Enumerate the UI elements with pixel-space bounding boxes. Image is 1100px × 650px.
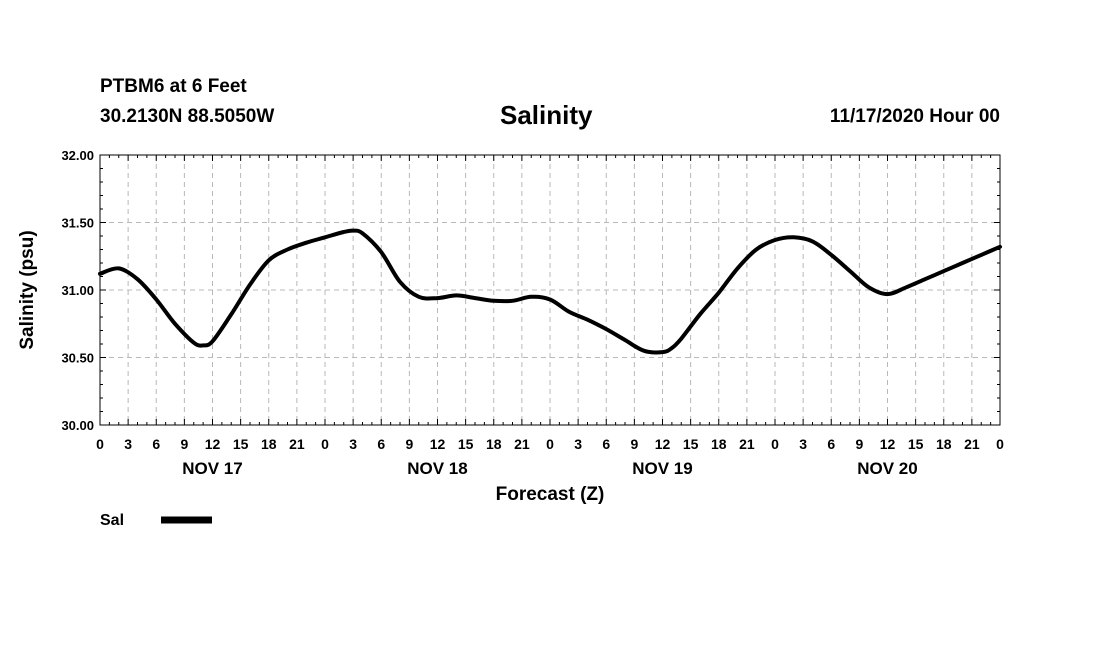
- x-tick-label: 0: [96, 436, 104, 452]
- x-tick-label: 6: [827, 436, 835, 452]
- x-tick-label: 9: [855, 436, 863, 452]
- x-tick-label: 3: [349, 436, 357, 452]
- chart-title: Salinity: [500, 100, 593, 130]
- x-tick-label: 0: [321, 436, 329, 452]
- x-tick-label: 0: [996, 436, 1004, 452]
- series-line-sal: [98, 228, 1002, 355]
- station-title: PTBM6 at 6 Feet: [100, 76, 247, 97]
- y-axis-title: Salinity (psu): [17, 230, 38, 349]
- x-tick-label: 0: [546, 436, 554, 452]
- x-tick-label: 9: [630, 436, 638, 452]
- day-label: NOV 20: [857, 459, 917, 478]
- y-tick-labels: 30.00 30.50 31.00 31.50 32.00: [61, 148, 94, 433]
- day-label: NOV 19: [632, 459, 692, 478]
- x-tick-label: 6: [152, 436, 160, 452]
- x-tick-label: 18: [261, 436, 277, 452]
- x-tick-label: 15: [233, 436, 249, 452]
- y-tick-label: 32.00: [61, 148, 94, 163]
- x-tick-label: 9: [180, 436, 188, 452]
- grid-lines: [100, 155, 1000, 425]
- y-tick-label: 30.50: [61, 351, 94, 366]
- day-label: NOV 18: [407, 459, 467, 478]
- x-axis-title: Forecast (Z): [496, 484, 605, 505]
- day-labels: NOV 17 NOV 18 NOV 19 NOV 20: [182, 459, 917, 478]
- x-tick-label: 3: [799, 436, 807, 452]
- legend-label-sal: Sal: [100, 512, 124, 529]
- x-tick-label: 12: [430, 436, 446, 452]
- x-tick-label: 21: [289, 436, 305, 452]
- y-tick-label: 31.50: [61, 216, 94, 231]
- x-tick-label: 18: [936, 436, 952, 452]
- x-tick-label: 21: [514, 436, 530, 452]
- x-tick-label: 15: [458, 436, 474, 452]
- day-label: NOV 17: [182, 459, 242, 478]
- x-tick-label: 15: [683, 436, 699, 452]
- x-tick-label: 6: [377, 436, 385, 452]
- x-tick-label: 18: [486, 436, 502, 452]
- x-tick-label: 6: [602, 436, 610, 452]
- x-tick-label: 12: [880, 436, 896, 452]
- x-tick-label: 9: [405, 436, 413, 452]
- x-tick-label: 12: [205, 436, 221, 452]
- x-tick-label: 12: [655, 436, 671, 452]
- station-coordinates: 30.2130N 88.5050W: [100, 106, 275, 127]
- x-tick-label: 3: [574, 436, 582, 452]
- x-tick-label: 21: [964, 436, 980, 452]
- y-tick-label: 30.00: [61, 418, 94, 433]
- x-tick-label: 15: [908, 436, 924, 452]
- forecast-run-time: 11/17/2020 Hour 00: [829, 106, 1000, 127]
- x-tick-label: 21: [739, 436, 755, 452]
- x-tick-label: 0: [771, 436, 779, 452]
- x-tick-label: 3: [124, 436, 132, 452]
- x-tick-labels: 0 3 6 9 12 15 18 21 0 3 6 9 12 15 18 21 0 3 6 9 12 15 18 21 0 3 6 9…: [96, 436, 1004, 452]
- plot-frame: [99, 154, 1001, 426]
- y-tick-label: 31.00: [61, 283, 94, 298]
- x-tick-label: 18: [711, 436, 727, 452]
